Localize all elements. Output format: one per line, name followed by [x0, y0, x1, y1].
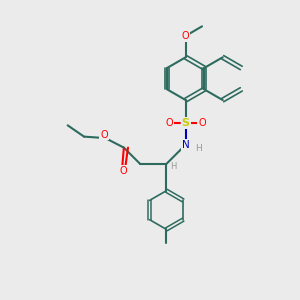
- Text: O: O: [166, 118, 173, 128]
- Text: N: N: [182, 140, 190, 150]
- Text: O: O: [100, 130, 108, 140]
- Text: O: O: [198, 118, 206, 128]
- Text: O: O: [120, 166, 128, 176]
- Text: S: S: [182, 118, 190, 128]
- Text: O: O: [182, 31, 190, 41]
- Text: H: H: [171, 162, 177, 171]
- Text: H: H: [195, 144, 202, 153]
